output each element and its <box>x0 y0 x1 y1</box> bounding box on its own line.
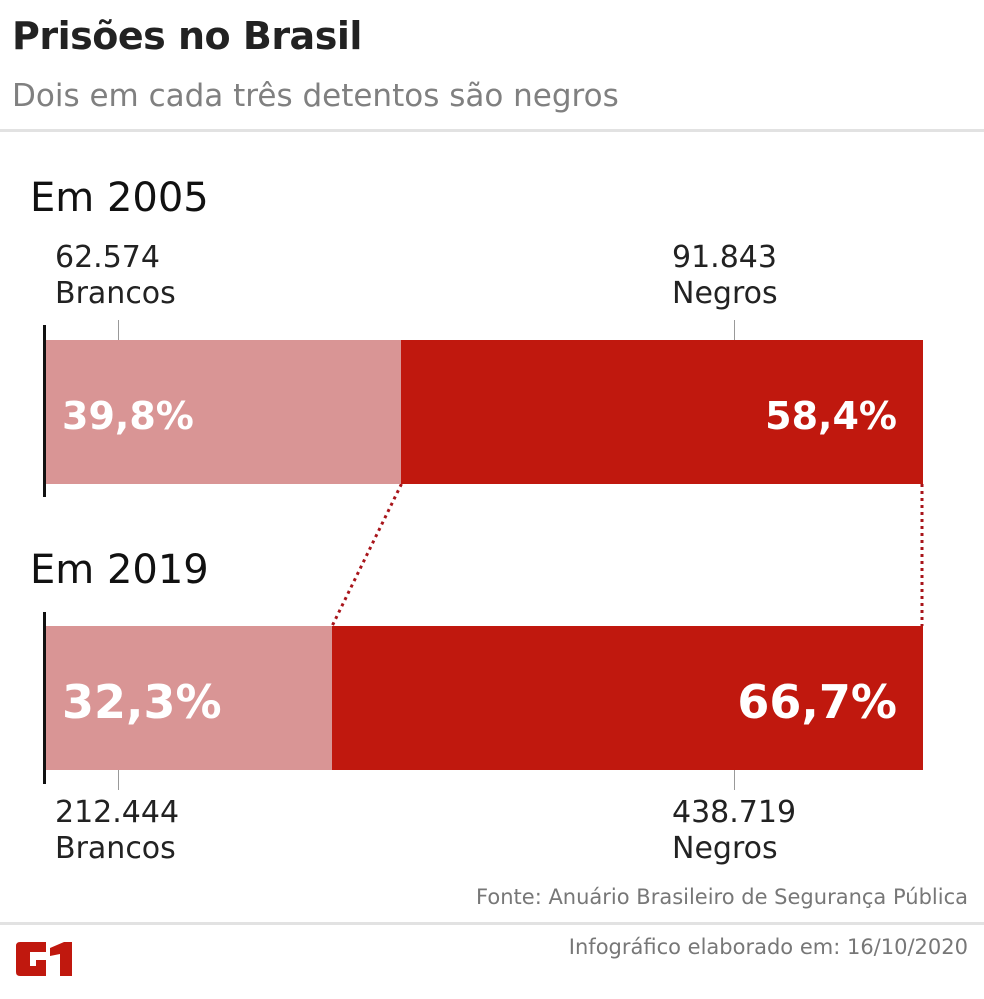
year-label-2005: Em 2005 <box>30 175 209 221</box>
brancos-2005-count: 62.574 <box>55 240 160 275</box>
bar-2019: 32,3% 66,7% <box>46 626 923 770</box>
g1-logo <box>16 942 72 976</box>
footer-divider <box>0 922 984 925</box>
bar-2005-negros: 58,4% <box>401 340 923 484</box>
brancos-2005-name: Brancos <box>55 276 176 311</box>
bar-2005-negros-label: 58,4% <box>765 394 897 438</box>
negros-2019-label: 438.719 Negros <box>672 795 796 867</box>
header-divider <box>0 129 984 132</box>
brancos-2019-name: Brancos <box>55 831 176 866</box>
negros-2019-count: 438.719 <box>672 795 797 830</box>
bar-2019-brancos: 32,3% <box>46 626 333 770</box>
bar-2005-brancos: 39,8% <box>46 340 402 484</box>
bar-2019-negros: 66,7% <box>332 626 923 770</box>
axis-2019 <box>43 612 46 784</box>
tick-negros-2005 <box>734 320 735 340</box>
tick-negros-2019 <box>734 770 735 790</box>
brancos-2019-count: 212.444 <box>55 795 180 830</box>
tick-brancos-2005 <box>118 320 119 340</box>
negros-2019-name: Negros <box>672 831 778 866</box>
brancos-2019-label: 212.444 Brancos <box>55 795 179 867</box>
negros-2005-label: 91.843 Negros <box>672 240 778 312</box>
axis-2005 <box>43 325 46 497</box>
page-title: Prisões no Brasil <box>12 14 362 58</box>
connector-split <box>330 483 403 627</box>
negros-2005-count: 91.843 <box>672 240 777 275</box>
bar-2019-brancos-label: 32,3% <box>62 675 222 729</box>
negros-2005-name: Negros <box>672 276 778 311</box>
year-label-2019: Em 2019 <box>30 547 209 593</box>
bar-2005-brancos-label: 39,8% <box>62 394 194 438</box>
bar-2019-negros-label: 66,7% <box>737 675 897 729</box>
source-note: Fonte: Anuário Brasileiro de Segurança P… <box>476 885 968 909</box>
tick-brancos-2019 <box>118 770 119 790</box>
date-note: Infográfico elaborado em: 16/10/2020 <box>568 935 968 959</box>
page-subtitle: Dois em cada três detentos são negros <box>12 78 619 114</box>
brancos-2005-label: 62.574 Brancos <box>55 240 176 312</box>
bar-2005: 39,8% 58,4% <box>46 340 923 484</box>
